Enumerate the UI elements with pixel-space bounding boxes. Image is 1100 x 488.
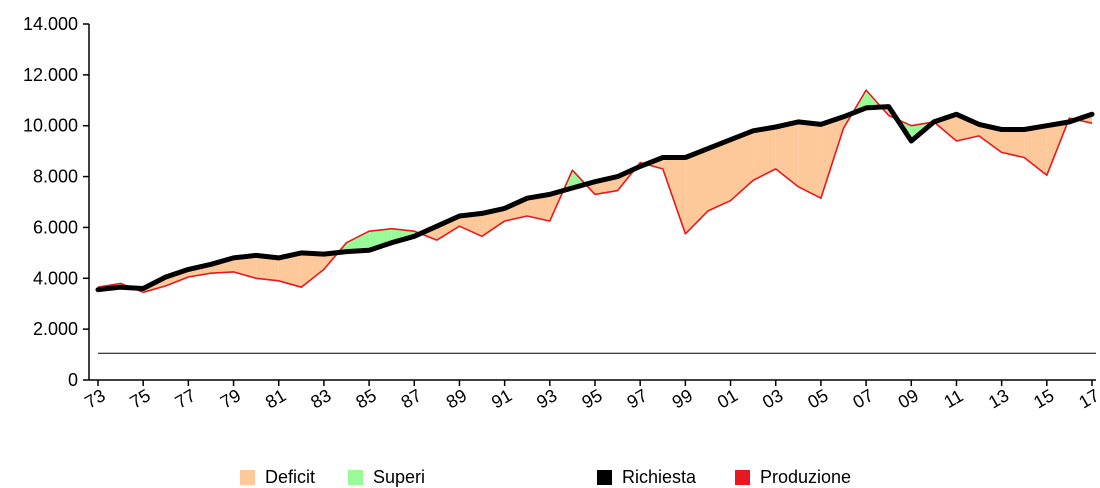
deficit-area [798, 121, 821, 199]
legend-label-deficit: Deficit [265, 466, 316, 487]
legend-item-richiesta: Richiesta [597, 466, 696, 488]
x-tick-label: 83 [307, 385, 334, 412]
deficit-area [436, 216, 460, 241]
surplus-area [369, 228, 392, 251]
deficit-area [685, 148, 708, 234]
x-tick-label: 93 [533, 385, 560, 412]
deficit-area [775, 121, 799, 187]
series-line-layer [95, 89, 1095, 294]
deficit-area [482, 208, 505, 237]
x-tick-label: 75 [127, 385, 154, 412]
legend-item-deficit: Deficit [240, 466, 315, 488]
y-tick-label: 12.000 [23, 65, 78, 85]
legend-swatch-deficit [240, 469, 255, 485]
legend-item-produzione: Produzione [735, 466, 851, 488]
deficit-area [730, 130, 754, 201]
x-tick-label: 97 [624, 385, 651, 412]
y-tick-label: 2.000 [33, 319, 78, 339]
y-tick-label: 14.000 [23, 14, 78, 34]
deficit-area [256, 255, 279, 281]
x-tick-label: 13 [985, 385, 1012, 412]
deficit-area [527, 194, 550, 222]
x-tick-label: 17 [1075, 385, 1100, 412]
x-tick-label: 79 [217, 385, 244, 412]
legend-item-superi: Superi [348, 466, 425, 488]
deficit-area [504, 198, 528, 222]
area-fill-layer [98, 90, 1092, 293]
deficit-area [459, 213, 482, 237]
x-tick-label: 11 [940, 385, 966, 412]
x-tick-label: 91 [488, 385, 515, 412]
x-tick-label: 99 [669, 385, 696, 412]
x-tick-label: 01 [714, 385, 741, 412]
legend-label-superi: Superi [373, 466, 426, 487]
x-tick-label: 87 [398, 385, 425, 412]
x-tick-label: 73 [81, 385, 108, 412]
x-tick-label: 07 [849, 385, 876, 412]
deficit-area [979, 124, 1002, 153]
deficit-area [753, 127, 776, 181]
x-tick-label: 81 [262, 385, 289, 412]
deficit-area [233, 255, 257, 279]
deficit-area [820, 116, 844, 199]
legend-swatch-produzione [735, 469, 750, 485]
y-tick-label: 10.000 [23, 116, 78, 136]
legend-swatch-superi [348, 469, 363, 485]
deficit-area [1024, 125, 1047, 176]
legend-label-produzione: Produzione [760, 466, 852, 487]
y-tick-label: 4.000 [33, 268, 78, 288]
surplus-area [346, 231, 370, 252]
deficit-area [278, 252, 302, 288]
series-line-produzione [97, 89, 1093, 294]
x-tick-label: 85 [352, 385, 379, 412]
x-tick-label: 05 [804, 385, 831, 412]
y-tick-label: 6.000 [33, 217, 78, 237]
deficit-area [1001, 129, 1025, 158]
x-tick-label: 95 [578, 385, 605, 412]
y-tick-label: 0 [68, 370, 78, 390]
deficit-area [301, 252, 324, 288]
deficit-area [708, 139, 731, 211]
deficit-area [956, 114, 979, 141]
x-tick-label: 89 [443, 385, 470, 412]
deficit-area [662, 157, 686, 234]
y-tick-label: 8.000 [33, 167, 78, 187]
x-tick-label: 03 [759, 385, 786, 412]
x-tick-label: 77 [172, 385, 199, 412]
series-line-richiesta [95, 104, 1095, 293]
legend-swatch-richiesta [597, 469, 612, 485]
axis-layer: 0 2.000 4.000 6.000 8.000 10.000 12.000 14.000 7… [23, 14, 1100, 412]
x-tick-label: 09 [895, 385, 922, 412]
legend-label-richiesta: Richiesta [622, 466, 697, 487]
legend: Deficit Superi Richiesta Produzione [0, 466, 1100, 488]
x-tick-label: 15 [1030, 385, 1057, 412]
